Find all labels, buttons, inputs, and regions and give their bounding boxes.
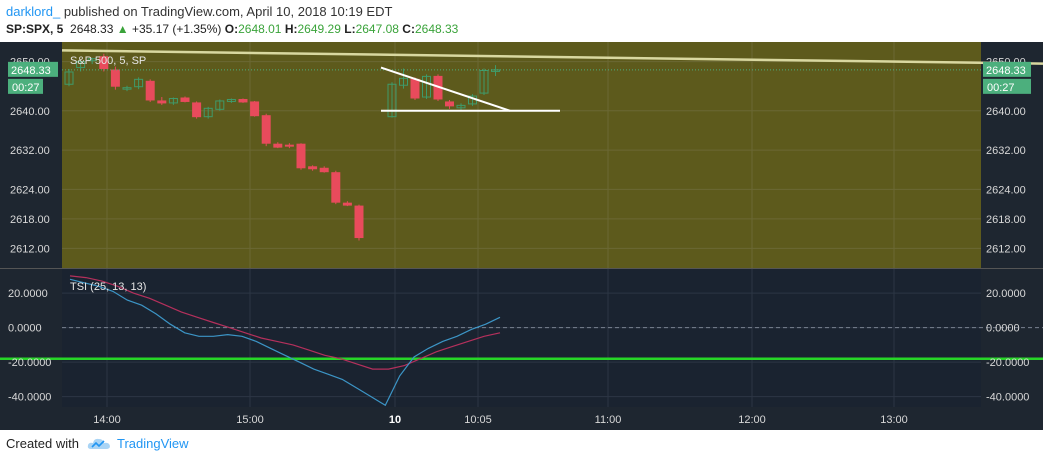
chart-header: darklord_ published on TradingView.com, … — [0, 0, 1043, 42]
price-axis-label-right: 2640.00 — [986, 106, 1026, 118]
price-axis-label-left: 2624.00 — [10, 184, 50, 196]
price-axis-label-right: 2632.00 — [986, 145, 1026, 157]
tsi-axis-label-left: -40.0000 — [8, 392, 51, 404]
candle-body — [284, 144, 294, 147]
footer: Created with TradingView — [6, 436, 189, 451]
symbol-label: SP:SPX, 5 — [6, 22, 64, 36]
up-arrow-icon: ▲ — [116, 22, 129, 36]
time-tag-left — [8, 78, 43, 94]
candle-body — [445, 101, 454, 107]
time-axis-label: 10 — [389, 414, 401, 426]
chart-area[interactable]: 2650.002650.002640.002640.002632.002632.… — [0, 42, 1043, 430]
tsi-axis-label-left: -20.0000 — [8, 357, 51, 369]
close-value: 2648.33 — [414, 22, 459, 36]
candle-body — [456, 104, 466, 109]
candle-body — [110, 69, 120, 87]
published-text: published on TradingView.com, April 10, … — [63, 4, 393, 19]
time-axis-label: 11:00 — [595, 414, 622, 426]
candle-body — [134, 78, 144, 88]
change-text: +35.17 (+1.35%) — [132, 22, 222, 36]
candle-body — [387, 83, 397, 118]
tradingview-cloud-icon — [87, 438, 110, 449]
candle-body — [479, 69, 489, 94]
candle-body — [410, 78, 420, 99]
candle-body — [192, 102, 202, 118]
created-with-text: Created with — [6, 436, 79, 451]
time-tag-text-left: 00:27 — [12, 82, 40, 94]
ohlc-line: SP:SPX, 5 2648.33 ▲ +35.17 (+1.35%) O:26… — [6, 22, 458, 36]
candle-body — [238, 98, 248, 103]
time-tag-right — [983, 78, 1031, 94]
time-axis-label: 15:00 — [236, 414, 264, 426]
price-axis-label-left: 2640.00 — [10, 106, 50, 118]
low-value: 2647.08 — [355, 22, 399, 36]
candle-body — [250, 101, 260, 117]
candle-body — [422, 75, 431, 98]
tsi-axis-label-right: -40.0000 — [986, 392, 1029, 404]
open-label: O: — [224, 22, 239, 36]
open-value: 2648.01 — [238, 22, 282, 36]
time-axis-label: 13:00 — [880, 414, 908, 426]
candle-body — [157, 100, 167, 104]
candle-body — [296, 143, 306, 169]
price-pane — [62, 42, 981, 268]
candle-body — [87, 58, 97, 62]
tsi-line — [69, 278, 501, 407]
tsi-axis-label-right: 0.0000 — [986, 323, 1020, 335]
candle-body — [215, 100, 225, 110]
candle-body — [64, 71, 74, 85]
price-axis-label-right: 2612.00 — [986, 243, 1026, 255]
candle-body — [342, 202, 352, 206]
price-pane-title: S&P 500, 5, SP — [70, 55, 146, 67]
candle-body — [354, 205, 364, 239]
price-tag-left — [8, 61, 58, 77]
price-axis-label-right: 2618.00 — [986, 214, 1026, 226]
price-tag-text-left: 2648.33 — [11, 65, 51, 77]
candle-body — [491, 69, 500, 72]
candle-body — [399, 77, 408, 86]
last-price: 2648.33 — [70, 22, 114, 36]
author-link[interactable]: darklord_ — [6, 4, 61, 19]
price-axis-label-left: 2618.00 — [10, 214, 50, 226]
tradingview-link[interactable]: TradingView — [116, 436, 189, 451]
time-axis-label: 12:00 — [738, 414, 766, 426]
time-axis-label: 10:05 — [464, 414, 492, 426]
tsi-signal-line — [69, 275, 501, 370]
candle-body — [203, 107, 213, 118]
candle-body — [319, 167, 329, 173]
tsi-axis-label-left: 0.0000 — [8, 323, 42, 335]
candle-body — [122, 87, 132, 90]
tsi-axis-label-right: 20.0000 — [986, 288, 1026, 300]
indicator-pane — [62, 269, 981, 407]
close-label: C: — [402, 22, 415, 36]
candle-body — [99, 56, 109, 70]
candle-body — [226, 98, 236, 102]
low-label: L: — [344, 22, 356, 36]
time-axis — [0, 407, 1043, 430]
high-value: 2649.29 — [297, 22, 341, 36]
tsi-axis-label-right: -20.0000 — [986, 357, 1029, 369]
publish-line: darklord_ published on TradingView.com, … — [6, 4, 392, 19]
candle-body — [145, 80, 155, 101]
candle-body — [273, 143, 283, 148]
price-tag-text-right: 2648.33 — [986, 65, 1026, 77]
candle-body — [261, 115, 271, 144]
candle-body — [76, 61, 86, 69]
time-tag-text-right: 00:27 — [987, 82, 1015, 94]
tsi-title: TSI (25, 13, 13) — [70, 281, 146, 293]
candle-body — [331, 172, 341, 203]
candle-body — [180, 97, 190, 102]
time-axis-label: 14:00 — [93, 414, 121, 426]
price-axis-label-right: 2624.00 — [986, 184, 1026, 196]
candle-body — [308, 166, 318, 170]
price-axis-label-left: 2612.00 — [10, 243, 50, 255]
trendline-falling — [380, 66, 511, 112]
tsi-axis-label-left: 20.0000 — [8, 288, 48, 300]
price-tag-right — [983, 61, 1031, 77]
price-axis-label-left: 2632.00 — [10, 145, 50, 157]
candle-body — [168, 98, 178, 104]
trendline-top — [61, 49, 1043, 65]
high-label: H: — [284, 22, 298, 36]
